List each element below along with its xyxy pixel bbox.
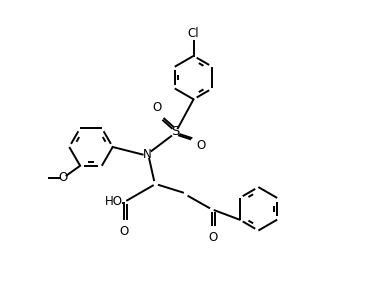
Text: O: O (197, 139, 206, 152)
Text: O: O (58, 171, 68, 184)
Text: O: O (119, 225, 129, 238)
Text: O: O (209, 231, 218, 245)
Text: HO: HO (105, 195, 122, 208)
Text: Cl: Cl (188, 27, 199, 40)
Text: O: O (152, 101, 162, 114)
Text: N: N (143, 148, 151, 161)
Text: S: S (171, 125, 180, 138)
